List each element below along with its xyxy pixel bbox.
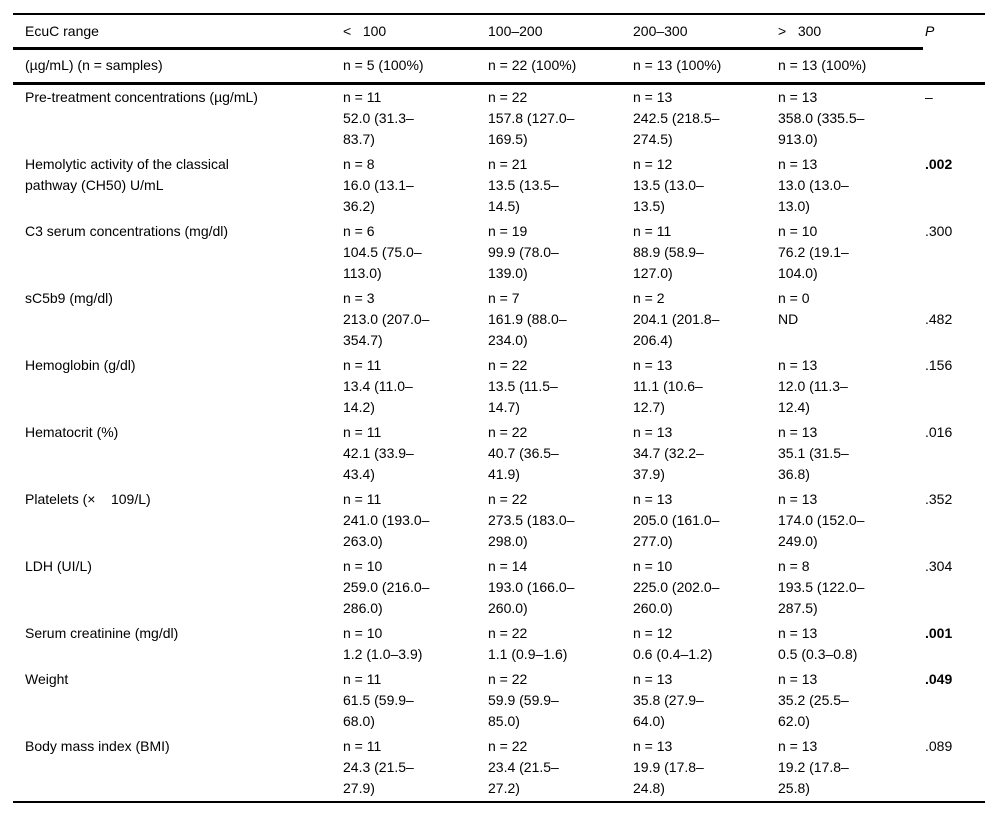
header-n-100-200: n = 22 (100%) xyxy=(488,48,633,85)
value-cell: n = 13 19.9 (17.8– 24.8) xyxy=(633,738,704,796)
p-value-cell: .482 xyxy=(925,311,953,327)
value-cell: n = 11 61.5 (59.9– 68.0) xyxy=(343,671,414,729)
value-cell: n = 19 99.9 (78.0– 139.0) xyxy=(488,223,559,281)
header-p-value: P xyxy=(925,23,935,39)
header-p-empty xyxy=(923,48,985,85)
row-label: Weight xyxy=(25,671,69,687)
header-n-200-300: n = 13 (100%) xyxy=(633,48,778,85)
value-cell: n = 11 42.1 (33.9– 43.4) xyxy=(343,424,414,482)
results-table: EcuC range < 100 100–200 200–300 > 300 P… xyxy=(13,13,985,803)
value-cell: n = 22 13.5 (11.5– 14.7) xyxy=(488,357,558,415)
p-value-cell: .001 xyxy=(925,625,953,641)
value-cell: n = 6 104.5 (75.0– 113.0) xyxy=(343,223,422,281)
value-cell: n = 22 23.4 (21.5– 27.2) xyxy=(488,738,559,796)
value-cell: n = 11 13.4 (11.0– 14.2) xyxy=(343,357,413,415)
row-label: Serum creatinine (mg/dl) xyxy=(25,625,179,641)
table-row-bmi: Body mass index (BMI) n = 11 24.3 (21.5–… xyxy=(13,734,985,802)
table-row-sc5b9: sC5b9 (mg/dl) n = 3 213.0 (207.0– 354.7)… xyxy=(13,286,985,353)
value-cell: n = 21 13.5 (13.5– 14.5) xyxy=(488,156,559,214)
header-n-gt-300: n = 13 (100%) xyxy=(778,48,923,85)
value-cell: n = 11 24.3 (21.5– 27.9) xyxy=(343,738,414,796)
value-cell: n = 22 273.5 (183.0– 298.0) xyxy=(488,491,575,549)
value-cell: n = 8 193.5 (122.0– 287.5) xyxy=(778,558,865,616)
value-cell: n = 22 40.7 (36.5– 41.9) xyxy=(488,424,559,482)
value-cell: n = 10 259.0 (216.0– 286.0) xyxy=(343,558,430,616)
table-row-hematocrit: Hematocrit (%) n = 11 42.1 (33.9– 43.4) … xyxy=(13,420,985,487)
value-cell: n = 13 35.1 (31.5– 36.8) xyxy=(778,424,849,482)
value-cell: n = 13 0.5 (0.3–0.8) xyxy=(778,625,858,662)
value-cell: n = 13 11.1 (10.6– 12.7) xyxy=(633,357,703,415)
p-value-cell: .049 xyxy=(925,671,953,687)
header-row-samples: (µg/mL) (n = samples) n = 5 (100%) n = 2… xyxy=(13,48,985,85)
table-row-serum-creatinine: Serum creatinine (mg/dl) n = 10 1.2 (1.0… xyxy=(13,621,985,667)
header-ecuc-range: EcuC range xyxy=(13,14,343,50)
p-value-cell: .002 xyxy=(925,156,953,172)
value-cell: n = 22 59.9 (59.9– 85.0) xyxy=(488,671,559,729)
p-value-cell: – xyxy=(925,89,933,105)
header-range-100-200: 100–200 xyxy=(488,14,633,50)
table-row-hemoglobin: Hemoglobin (g/dl) n = 11 13.4 (11.0– 14.… xyxy=(13,353,985,420)
table-row-pretreatment: Pre-treatment concentrations (µg/mL) n =… xyxy=(13,84,985,153)
p-value-cell: .304 xyxy=(925,558,953,574)
table-row-c3-serum: C3 serum concentrations (mg/dl) n = 6 10… xyxy=(13,219,985,286)
value-cell: n = 0 ND xyxy=(778,290,810,327)
table-row-platelets: Platelets (× 109/L) n = 11 241.0 (193.0–… xyxy=(13,487,985,554)
p-value-cell: .300 xyxy=(925,223,953,239)
row-label: Hemoglobin (g/dl) xyxy=(25,357,136,373)
p-value-cell: .016 xyxy=(925,424,953,440)
value-cell: n = 13 34.7 (32.2– 37.9) xyxy=(633,424,704,482)
row-label: LDH (UI/L) xyxy=(25,558,92,574)
row-label: Hematocrit (%) xyxy=(25,424,119,440)
value-cell: n = 3 213.0 (207.0– 354.7) xyxy=(343,290,430,348)
header-n-lt-100: n = 5 (100%) xyxy=(343,48,488,85)
value-cell: n = 11 241.0 (193.0– 263.0) xyxy=(343,491,430,549)
table-row-weight: Weight n = 11 61.5 (59.9– 68.0) n = 22 5… xyxy=(13,667,985,734)
row-label: Hemolytic activity of the classical path… xyxy=(25,156,229,193)
p-value-cell: .156 xyxy=(925,357,953,373)
value-cell: n = 13 242.5 (218.5– 274.5) xyxy=(633,89,720,147)
value-cell: n = 13 358.0 (335.5– 913.0) xyxy=(778,89,865,147)
table-row-hemolytic-activity: Hemolytic activity of the classical path… xyxy=(13,152,985,219)
row-label: sC5b9 (mg/dl) xyxy=(25,290,113,306)
value-cell: n = 13 12.0 (11.3– 12.4) xyxy=(778,357,848,415)
table-row-ldh: LDH (UI/L) n = 10 259.0 (216.0– 286.0) n… xyxy=(13,554,985,621)
row-label: Platelets (× 109/L) xyxy=(25,491,151,507)
value-cell: n = 11 88.9 (58.9– 127.0) xyxy=(633,223,704,281)
row-label: Pre-treatment concentrations (µg/mL) xyxy=(25,89,258,105)
header-range-lt-100: < 100 xyxy=(343,14,488,50)
row-label: C3 serum concentrations (mg/dl) xyxy=(25,223,229,239)
value-cell: n = 13 35.2 (25.5– 62.0) xyxy=(778,671,849,729)
p-value-cell: .089 xyxy=(925,738,953,754)
value-cell: n = 10 76.2 (19.1– 104.0) xyxy=(778,223,849,281)
value-cell: n = 13 174.0 (152.0– 249.0) xyxy=(778,491,865,549)
value-cell: n = 10 225.0 (202.0– 260.0) xyxy=(633,558,720,616)
value-cell: n = 13 35.8 (27.9– 64.0) xyxy=(633,671,704,729)
value-cell: n = 13 19.2 (17.8– 25.8) xyxy=(778,738,849,796)
value-cell: n = 11 52.0 (31.3– 83.7) xyxy=(343,89,414,147)
header-range-gt-300: > 300 xyxy=(778,14,923,50)
value-cell: n = 12 0.6 (0.4–1.2) xyxy=(633,625,713,662)
p-value-cell: .352 xyxy=(925,491,953,507)
value-cell: n = 14 193.0 (166.0– 260.0) xyxy=(488,558,575,616)
value-cell: n = 13 205.0 (161.0– 277.0) xyxy=(633,491,720,549)
value-cell: n = 22 1.1 (0.9–1.6) xyxy=(488,625,568,662)
value-cell: n = 12 13.5 (13.0– 13.5) xyxy=(633,156,704,214)
header-units: (µg/mL) (n = samples) xyxy=(13,48,343,85)
value-cell: n = 2 204.1 (201.8– 206.4) xyxy=(633,290,720,348)
value-cell: n = 7 161.9 (88.0– 234.0) xyxy=(488,290,567,348)
value-cell: n = 13 13.0 (13.0– 13.0) xyxy=(778,156,849,214)
value-cell: n = 8 16.0 (13.1– 36.2) xyxy=(343,156,414,214)
value-cell: n = 10 1.2 (1.0–3.9) xyxy=(343,625,423,662)
header-row-ranges: EcuC range < 100 100–200 200–300 > 300 P xyxy=(13,14,985,50)
header-range-200-300: 200–300 xyxy=(633,14,778,50)
row-label: Body mass index (BMI) xyxy=(25,738,170,754)
value-cell: n = 22 157.8 (127.0– 169.5) xyxy=(488,89,575,147)
